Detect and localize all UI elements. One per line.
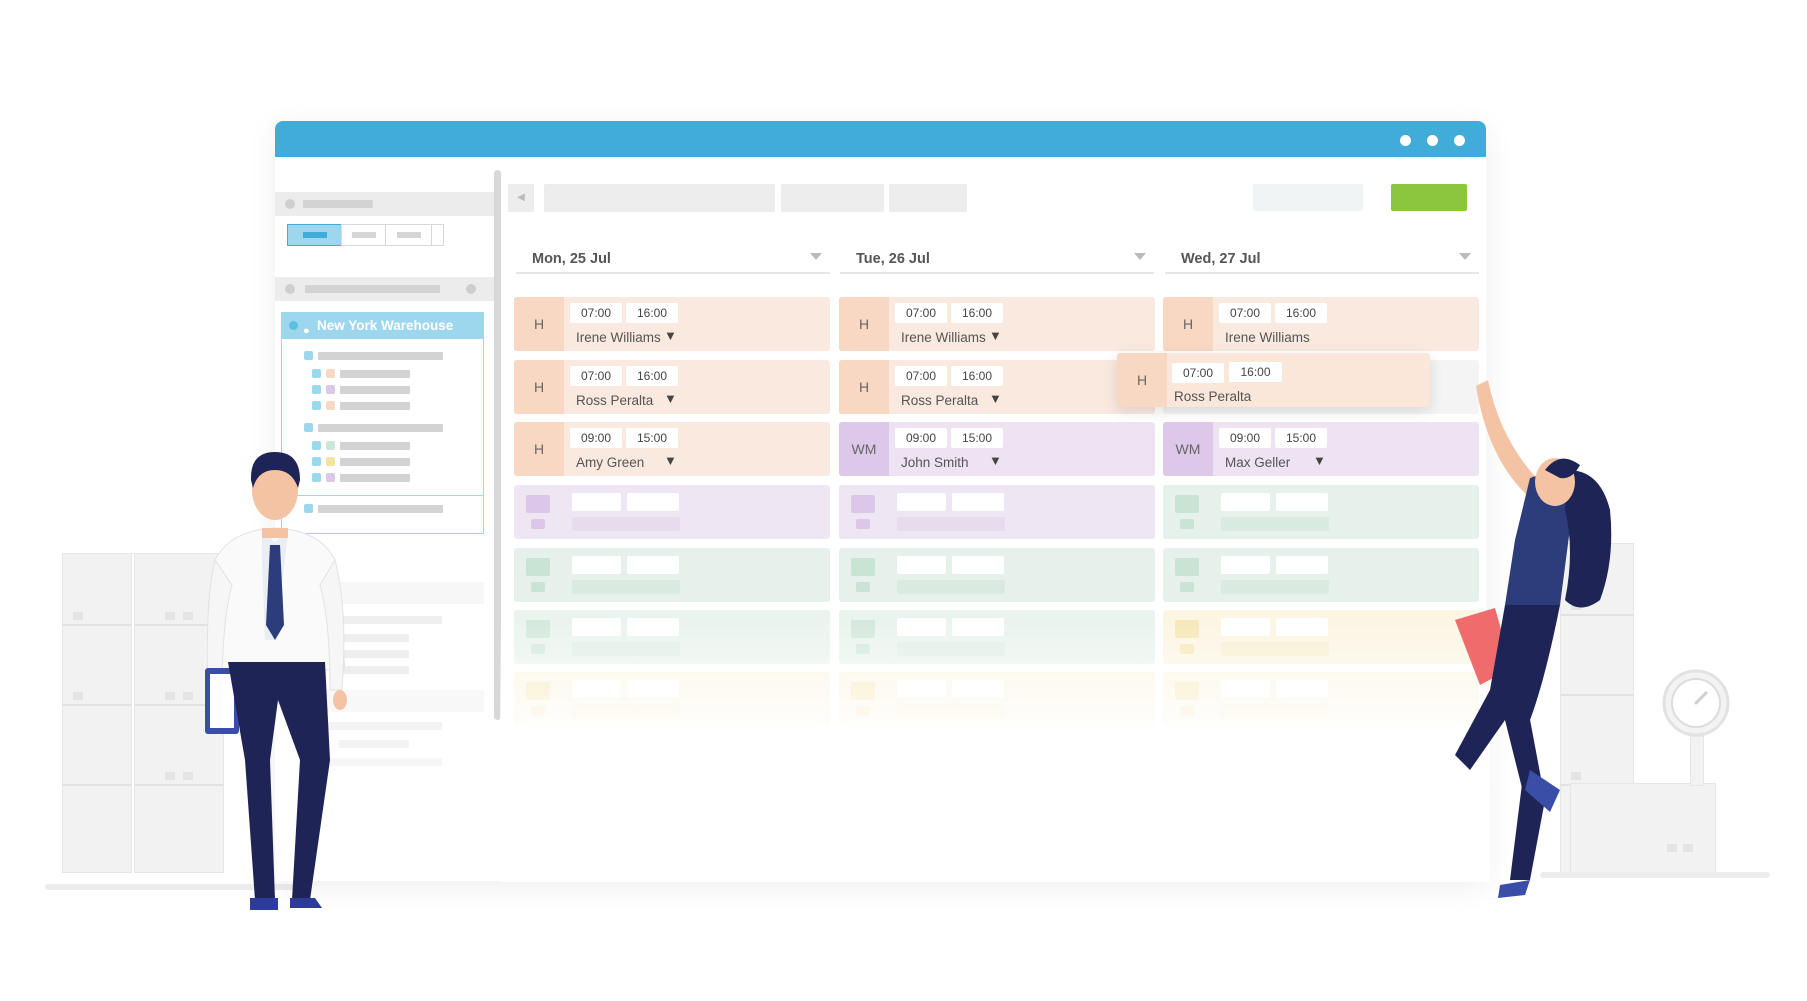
empty-shift-slot[interactable]: [1163, 485, 1479, 539]
window-menu-dot-2[interactable]: [1427, 135, 1438, 146]
shift-code-badge: H: [1163, 297, 1213, 351]
shift-end-time[interactable]: 16:00: [626, 366, 678, 386]
filter-dropdown-1[interactable]: [781, 184, 884, 212]
shift-start-time[interactable]: 07:00: [570, 366, 622, 386]
window-titlebar: [275, 121, 1486, 157]
sidebar-locations-header[interactable]: [275, 277, 497, 301]
employee-dropdown-caret-icon[interactable]: ▼: [664, 328, 677, 343]
shift-code-badge: H: [514, 297, 564, 351]
shift-end-time[interactable]: 16:00: [951, 303, 1003, 323]
empty-shift-slot[interactable]: [839, 485, 1155, 539]
shift-start-time[interactable]: 09:00: [570, 428, 622, 448]
employee-name: Irene Williams: [1225, 330, 1310, 345]
shift-card[interactable]: H 07:00 16:00 Ross Peralta ▼: [839, 360, 1155, 414]
employee-name: Ross Peralta: [901, 393, 979, 408]
sidebar: ● New York Warehouse: [275, 157, 497, 881]
shift-card[interactable]: H 07:00 16:00 Irene Williams ▼: [839, 297, 1155, 351]
shift-start-time[interactable]: 07:00: [895, 366, 947, 386]
empty-shift-slot[interactable]: [514, 485, 830, 539]
shift-card[interactable]: WM 09:00 15:00 John Smith ▼: [839, 422, 1155, 476]
prev-arrow-button[interactable]: ◀: [508, 184, 534, 212]
shift-end-time[interactable]: 15:00: [951, 428, 1003, 448]
shift-end-time[interactable]: 16:00: [951, 366, 1003, 386]
floor-line-right: [1540, 872, 1770, 878]
primary-action-button[interactable]: [1391, 184, 1467, 211]
employee-name: Ross Peralta: [576, 393, 654, 408]
day-label: Wed, 27 Jul: [1181, 251, 1261, 267]
location-tree: [281, 339, 484, 534]
shift-code-badge: H: [514, 360, 564, 414]
floor-line-left: [45, 884, 295, 890]
location-item-new-york-warehouse[interactable]: ● New York Warehouse: [281, 312, 484, 339]
employee-name: Irene Williams: [576, 330, 661, 345]
empty-shift-slot[interactable]: [839, 548, 1155, 602]
shift-start-time[interactable]: 09:00: [1219, 428, 1271, 448]
bottom-fade-overlay: [500, 620, 1490, 882]
shift-start-time[interactable]: 07:00: [1172, 363, 1224, 383]
shift-code-badge: H: [839, 297, 889, 351]
window-menu-dot-3[interactable]: [1454, 135, 1465, 146]
chevron-down-icon[interactable]: [1134, 253, 1146, 260]
date-range-field[interactable]: [544, 184, 775, 212]
employee-name: Amy Green: [576, 455, 645, 470]
chevron-down-icon[interactable]: [1459, 253, 1471, 260]
shift-code-badge: WM: [839, 422, 889, 476]
day-header-tue[interactable]: Tue, 26 Jul: [840, 244, 1154, 274]
employee-dropdown-caret-icon[interactable]: ▼: [664, 453, 677, 468]
wall-clock-icon: [1662, 669, 1730, 737]
filter-dropdown-2[interactable]: [889, 184, 967, 212]
sidebar-section-header[interactable]: [275, 192, 497, 216]
view-toggle-month[interactable]: [385, 224, 432, 246]
shift-start-time[interactable]: 07:00: [1219, 303, 1271, 323]
shift-start-time[interactable]: 09:00: [895, 428, 947, 448]
employee-name: Max Geller: [1225, 455, 1291, 470]
shift-start-time[interactable]: 07:00: [895, 303, 947, 323]
day-label: Tue, 26 Jul: [856, 251, 930, 267]
employee-dropdown-caret-icon[interactable]: ▼: [989, 453, 1002, 468]
shift-start-time[interactable]: 07:00: [570, 303, 622, 323]
employee-name: John Smith: [901, 455, 969, 470]
day-header-mon[interactable]: Mon, 25 Jul: [516, 244, 830, 274]
shift-end-time[interactable]: 15:00: [626, 428, 678, 448]
background-shelf-left: [62, 553, 132, 873]
employee-name: Irene Williams: [901, 330, 986, 345]
view-toggle-more[interactable]: [431, 224, 444, 246]
employee-name: Ross Peralta: [1174, 389, 1252, 404]
shift-end-time[interactable]: 15:00: [1275, 428, 1327, 448]
employee-dropdown-caret-icon[interactable]: ▼: [664, 391, 677, 406]
day-header-wed[interactable]: Wed, 27 Jul: [1165, 244, 1479, 274]
shift-code-badge: H: [514, 422, 564, 476]
chevron-down-icon[interactable]: [810, 253, 822, 260]
employee-dropdown-caret-icon[interactable]: ▼: [989, 391, 1002, 406]
shift-code-badge: WM: [1163, 422, 1213, 476]
shift-card[interactable]: H 09:00 15:00 Amy Green ▼: [514, 422, 830, 476]
clock-stand: [1690, 736, 1704, 786]
shift-code-badge: H: [1136, 372, 1148, 388]
background-shelf-left-2: [134, 553, 224, 873]
shift-card[interactable]: WM 09:00 15:00 Max Geller ▼: [1163, 422, 1479, 476]
shift-end-time[interactable]: 16:00: [1229, 362, 1282, 382]
sidebar-scrollbar[interactable]: [494, 170, 501, 720]
dragging-shift-card[interactable]: H 07:00 16:00 Ross Peralta: [1117, 353, 1430, 407]
shift-end-time[interactable]: 16:00: [626, 303, 678, 323]
map-pin-icon: ●: [303, 325, 310, 337]
view-toggle-day[interactable]: [287, 224, 342, 246]
day-label: Mon, 25 Jul: [532, 251, 611, 267]
shift-card[interactable]: H 07:00 16:00 Ross Peralta ▼: [514, 360, 830, 414]
shift-code-badge: H: [839, 360, 889, 414]
location-label: New York Warehouse: [317, 318, 454, 333]
employee-dropdown-caret-icon[interactable]: ▼: [989, 328, 1002, 343]
shift-end-time[interactable]: 16:00: [1275, 303, 1327, 323]
shift-card[interactable]: H 07:00 16:00 Irene Williams: [1163, 297, 1479, 351]
empty-shift-slot[interactable]: [1163, 548, 1479, 602]
background-shelf-right-2: [1570, 783, 1716, 873]
location-dot-icon: [289, 321, 298, 330]
shift-card[interactable]: H 07:00 16:00 Irene Williams ▼: [514, 297, 830, 351]
empty-shift-slot[interactable]: [514, 548, 830, 602]
employee-dropdown-caret-icon[interactable]: ▼: [1313, 453, 1326, 468]
secondary-action-button[interactable]: [1253, 184, 1363, 211]
view-toggle-week[interactable]: [341, 224, 386, 246]
window-menu-dot-1[interactable]: [1400, 135, 1411, 146]
